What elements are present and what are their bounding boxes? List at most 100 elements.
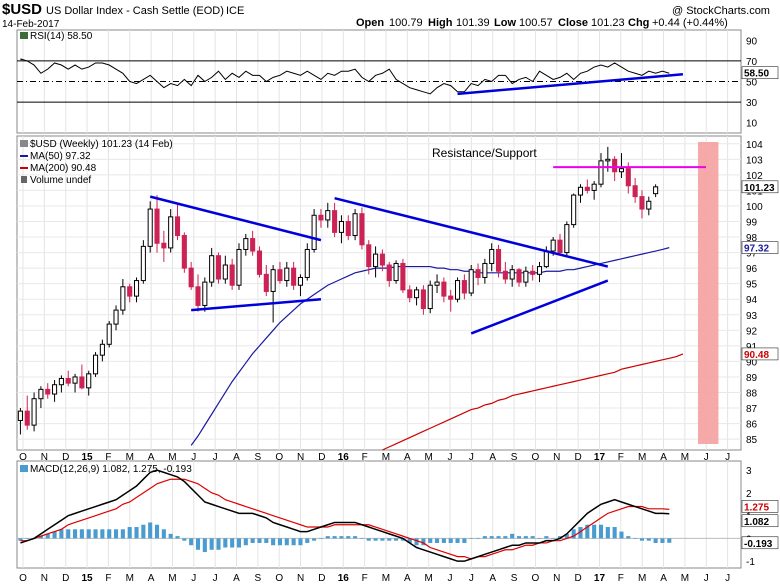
candle-body [38,388,44,400]
candle [332,202,338,238]
macd-histogram-bar [400,538,405,541]
candle-body [345,220,351,236]
last-price-tag: 101.23 [741,180,779,194]
candle-body [168,216,174,249]
candle-body [202,281,208,306]
month-tick: D [575,452,582,463]
low-value: 100.57 [519,17,553,29]
candle [653,184,659,198]
macd-histogram-bar [353,536,358,539]
month-tick: O [532,573,540,584]
month-tick: A [233,452,240,463]
macd-histogram-bar [312,538,317,541]
month-tick: J [725,573,730,584]
price-tick: 104 [746,140,763,151]
candle-body [400,262,406,291]
macd-histogram-bar [86,529,91,539]
macd-signal-tag-box [741,500,779,513]
exchange-name: ICE [226,5,244,17]
candle [263,265,269,297]
candle-body [414,289,420,299]
candle-body [140,245,146,282]
candle-body [270,269,276,292]
macd-histogram-bar [182,538,187,541]
macd-histogram-bar [66,529,71,539]
macd-tick: 3 [746,466,752,477]
macd-histogram-bar [325,536,330,539]
macd-histogram-bar [359,538,364,539]
candle-body [188,267,194,288]
candle-body [72,376,78,384]
macd-histogram-bar [236,538,242,548]
candle [454,277,461,303]
candle [557,233,563,256]
month-tick: 16 [338,452,350,463]
month-tick: D [62,452,69,463]
macd-histogram-bar [284,538,289,546]
month-tick: N [553,573,560,584]
candle [284,261,290,287]
macd-histogram-bar [626,536,631,539]
candle-body [311,214,317,250]
candle [530,265,536,281]
candle-body [161,242,167,249]
month-tick: M [126,573,134,584]
month-tick: O [275,573,283,584]
macd-hist-tag-box [741,536,779,550]
volume-label: Volume undef [30,175,91,186]
candle [612,156,618,182]
month-tick: S [255,452,262,463]
candle-body [653,186,659,195]
macd-value-tag-box [741,514,779,528]
month-tick: 16 [338,573,350,584]
macd-histogram-bar [271,538,276,546]
month-tick: N [297,573,304,584]
macd-histogram-bar [407,538,412,543]
macd-histogram-bar [455,538,460,543]
price-tick: 94 [746,295,758,306]
month-tick: A [404,573,411,584]
candle-body [256,250,263,275]
price-legend: $USD (Weekly) 101.23 (14 Feb) MA(50) 97.… [20,139,173,186]
candle [168,209,174,253]
chg-value: +0.44 (+0.44%) [652,17,728,29]
candle-body [407,289,413,299]
macd-histogram-bar [168,533,173,539]
candle-body [646,200,652,210]
price-tick: 91 [746,342,758,353]
month-tick: F [618,452,624,463]
ohlc-readout: Open 100.79 High 101.39 Low 100.57 Close… [356,17,728,29]
high-value: 101.39 [456,17,490,29]
month-tick: D [62,573,69,584]
candle [482,258,488,284]
rsi-legend: RSI(14) 58.50 [20,31,93,42]
macd-histogram-bar [667,538,672,543]
candle [291,261,297,290]
candle-body [557,239,563,254]
candle [468,265,474,297]
macd-histogram-bar [366,538,371,541]
macd-histogram-bar [305,538,310,543]
macd-histogram-bar [154,524,160,539]
candle [222,255,228,284]
macd-histogram-bar [414,538,419,546]
candle [414,286,420,306]
macd-tick: 2 [746,489,752,500]
candle-body [79,376,85,389]
candle [79,364,85,390]
rsi-label: RSI(14) 58.50 [30,31,93,42]
candle [99,339,105,362]
candle [202,277,208,312]
candle [325,202,331,228]
month-tick: A [660,573,667,584]
macd-histogram-bar [25,538,30,539]
macd-histogram-bar [373,538,378,541]
candle [461,274,467,300]
ma200-tag: 90.48 [741,347,779,361]
price-tick: 90 [746,357,758,368]
candle-body [52,384,58,395]
candle-body [31,398,37,426]
macd-histogram-bar [510,533,515,539]
macd-histogram-bar [551,538,556,539]
month-tick: M [168,573,176,584]
